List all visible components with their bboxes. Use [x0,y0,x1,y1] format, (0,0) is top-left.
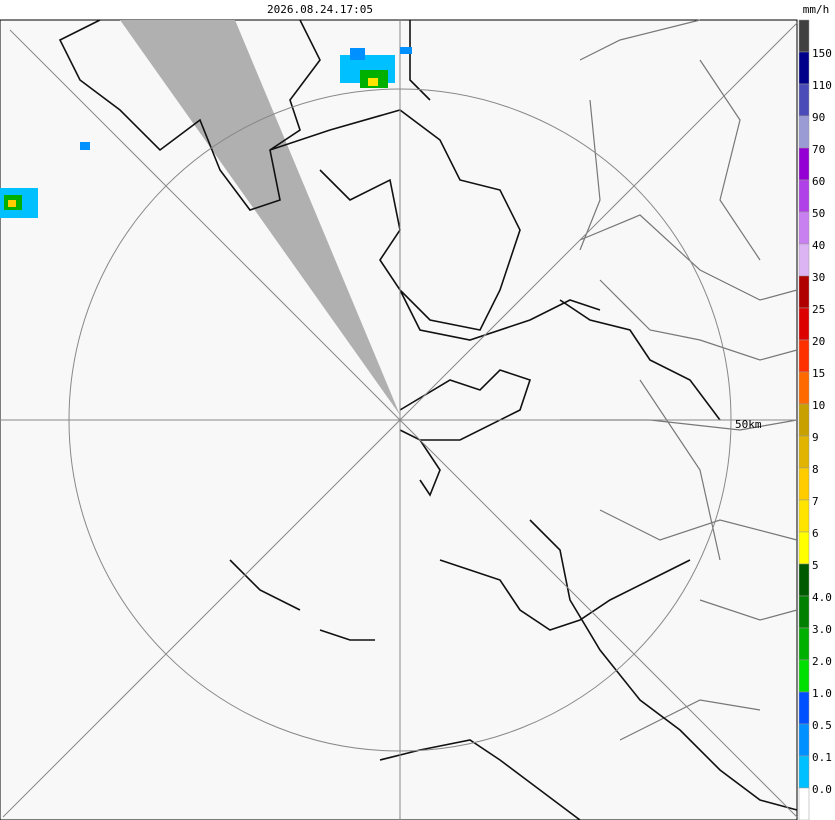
legend-swatch [798,307,810,341]
legend-swatch [798,403,810,437]
legend-swatch [798,339,810,373]
crosshair [2,22,798,818]
echoes [0,47,412,218]
legend-label: 5 [812,559,819,572]
legend-swatch [798,19,810,53]
legend-label: 40 [812,239,825,252]
legend-swatch [798,723,810,757]
legend-label: 90 [812,111,825,124]
legend-swatch [798,499,810,533]
legend-swatch [798,147,810,181]
legend-label: 60 [812,175,825,188]
legend-label: 110 [812,79,832,92]
echo [368,78,378,86]
range-label: 50km [735,418,762,431]
legend-label: 50 [812,207,825,220]
legend-label: 70 [812,143,825,156]
legend-label: 7 [812,495,819,508]
legend-label: 8 [812,463,819,476]
legend-swatch [798,627,810,661]
blocked-beam [120,20,400,415]
echo [8,200,16,207]
legend-swatch [798,659,810,693]
legend-label: 20 [812,335,825,348]
legend-label: 6 [812,527,819,540]
legend-label: 25 [812,303,825,316]
legend-swatch [798,275,810,309]
timestamp: 2026.08.24.17:05 [267,3,373,16]
legend-label: 0.0 [812,783,832,796]
legend-label: 15 [812,367,825,380]
unit: mm/h [803,3,830,16]
legend-swatch [798,371,810,405]
legend-swatch [798,435,810,469]
legend: 150 110 90 70 60 50 40 30 25 20 15 10 9 8 7 6 5 4.0 3.0 2.0… [798,19,832,820]
legend-label: 0.1 [812,751,832,764]
legend-label: 150 [812,47,832,60]
coastline [58,19,798,820]
legend-swatch [798,563,810,597]
legend-label: 4.0 [812,591,832,604]
legend-swatch [798,243,810,277]
legend-label: 0.5 [812,719,832,732]
legend-swatch [798,83,810,117]
legend-label: 1.0 [812,687,832,700]
map: 50km [0,19,798,820]
legend-swatch [798,531,810,565]
echo [80,142,90,150]
legend-swatch [798,115,810,149]
echo [350,48,365,60]
legend-label: 30 [812,271,825,284]
legend-swatch [798,467,810,501]
echo [400,47,412,54]
crosshair [9,29,798,818]
legend-label: 2.0 [812,655,832,668]
legend-label: 3.0 [812,623,832,636]
legend-swatch [798,51,810,85]
legend-label: 10 [812,399,825,412]
legend-swatch [798,211,810,245]
borders [560,19,798,741]
legend-swatch [798,691,810,725]
legend-label: 9 [812,431,819,444]
legend-swatch [798,755,810,789]
legend-swatch [798,787,810,820]
legend-swatch [798,179,810,213]
legend-swatch [798,595,810,629]
